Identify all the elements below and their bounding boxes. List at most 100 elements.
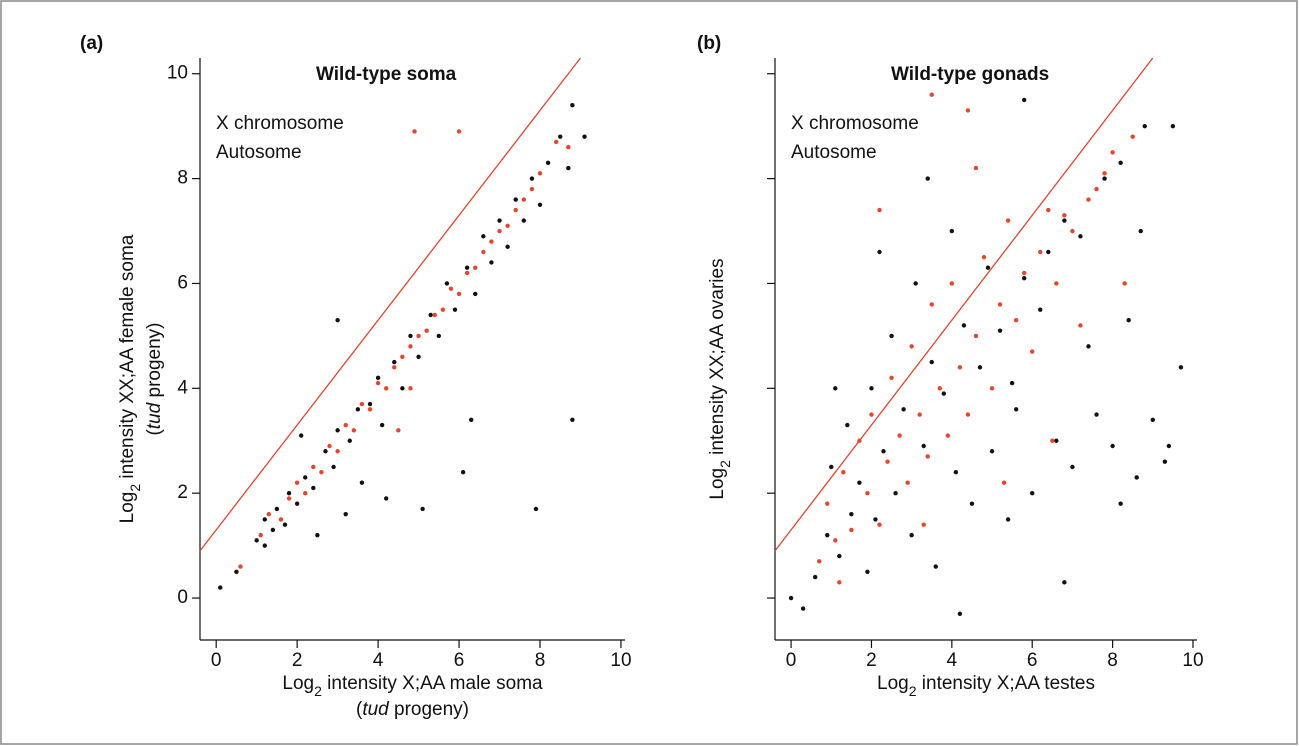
data-point bbox=[845, 422, 850, 428]
data-point bbox=[865, 569, 870, 575]
data-point bbox=[1110, 443, 1115, 449]
x-tick-label: 10 bbox=[1182, 650, 1203, 671]
axis-label: Log2 intensity XX;AA female soma bbox=[117, 234, 143, 523]
label-part: 2 bbox=[717, 460, 733, 468]
data-point bbox=[921, 522, 926, 527]
data-point bbox=[566, 144, 571, 150]
label-part: Log bbox=[707, 468, 728, 500]
data-point bbox=[513, 207, 518, 213]
data-point bbox=[481, 234, 486, 239]
data-point bbox=[436, 333, 442, 339]
data-point bbox=[489, 260, 494, 265]
data-point bbox=[1013, 407, 1019, 412]
data-point bbox=[941, 391, 946, 396]
data-point bbox=[278, 517, 284, 522]
data-point bbox=[1094, 186, 1099, 192]
data-point bbox=[400, 386, 405, 391]
label-part: Log bbox=[282, 673, 314, 694]
label-part: intensity X;AA testes bbox=[917, 673, 1095, 694]
data-point bbox=[1001, 480, 1007, 485]
data-point bbox=[428, 312, 433, 318]
data-point bbox=[917, 412, 922, 417]
data-point bbox=[933, 564, 938, 569]
data-point bbox=[1102, 176, 1107, 181]
data-point bbox=[392, 359, 397, 365]
data-point bbox=[897, 433, 902, 438]
data-point bbox=[529, 176, 535, 181]
data-point bbox=[961, 323, 967, 328]
data-point bbox=[582, 134, 587, 139]
y-tick-label: 4 bbox=[177, 377, 188, 398]
data-point bbox=[460, 470, 466, 475]
data-point bbox=[473, 265, 478, 270]
data-point bbox=[448, 286, 454, 291]
label-part: intensity XX;AA female soma bbox=[117, 234, 138, 484]
data-point bbox=[440, 307, 446, 312]
data-point bbox=[505, 244, 510, 249]
data-point bbox=[925, 454, 930, 459]
x-tick-label: 6 bbox=[454, 650, 465, 671]
data-point bbox=[218, 585, 223, 590]
data-point bbox=[497, 218, 502, 223]
axis-label: (tud progeny) bbox=[144, 322, 165, 435]
data-point bbox=[343, 511, 348, 517]
data-point bbox=[1062, 218, 1067, 223]
data-point bbox=[379, 422, 385, 428]
data-point bbox=[837, 580, 842, 585]
data-point bbox=[311, 485, 316, 491]
data-point bbox=[489, 239, 494, 244]
data-point bbox=[869, 386, 874, 391]
label-part: Log bbox=[877, 673, 909, 694]
data-point bbox=[513, 197, 518, 202]
data-point bbox=[1038, 249, 1043, 255]
data-point bbox=[383, 496, 389, 501]
label-part: ( bbox=[144, 429, 165, 436]
data-point bbox=[1038, 307, 1043, 312]
data-point bbox=[1118, 160, 1123, 166]
data-point bbox=[1070, 464, 1075, 470]
data-point bbox=[464, 265, 470, 270]
data-point bbox=[355, 407, 361, 412]
data-point bbox=[558, 134, 563, 139]
data-point bbox=[545, 160, 551, 166]
y-tick-label: 6 bbox=[177, 272, 188, 293]
data-point bbox=[965, 412, 971, 417]
chart-title: Wild-type gonads bbox=[891, 64, 1049, 85]
data-point bbox=[408, 333, 413, 339]
data-point bbox=[416, 333, 421, 339]
legend-entry: Autosome bbox=[791, 142, 877, 163]
data-point bbox=[929, 302, 934, 307]
data-point bbox=[359, 480, 365, 485]
data-point bbox=[335, 428, 340, 433]
y-tick-label: 0 bbox=[177, 587, 188, 608]
data-point bbox=[1102, 171, 1107, 176]
data-point bbox=[262, 517, 267, 522]
data-point bbox=[294, 480, 300, 485]
data-point bbox=[1021, 270, 1027, 276]
data-point bbox=[901, 407, 906, 412]
data-point bbox=[408, 386, 413, 391]
label-part: progeny) bbox=[389, 699, 469, 720]
data-point bbox=[1078, 323, 1083, 328]
data-point bbox=[266, 511, 272, 517]
data-point bbox=[877, 522, 882, 527]
data-point bbox=[877, 207, 882, 213]
data-point bbox=[315, 532, 320, 538]
data-point bbox=[1178, 365, 1184, 370]
data-point bbox=[1142, 123, 1147, 129]
data-point bbox=[311, 464, 316, 470]
x-tick-label: 8 bbox=[1107, 650, 1118, 671]
x-tick-label: 2 bbox=[866, 650, 877, 671]
x-tick-label: 8 bbox=[535, 650, 546, 671]
data-point bbox=[424, 328, 429, 333]
data-point bbox=[533, 506, 539, 512]
y-tick-label: 10 bbox=[167, 63, 188, 84]
data-point bbox=[254, 538, 259, 543]
data-point bbox=[319, 470, 324, 475]
data-point bbox=[841, 470, 846, 475]
data-point bbox=[957, 365, 963, 370]
data-point bbox=[893, 490, 898, 496]
data-point bbox=[570, 102, 575, 108]
label-part: tud bbox=[144, 401, 165, 429]
